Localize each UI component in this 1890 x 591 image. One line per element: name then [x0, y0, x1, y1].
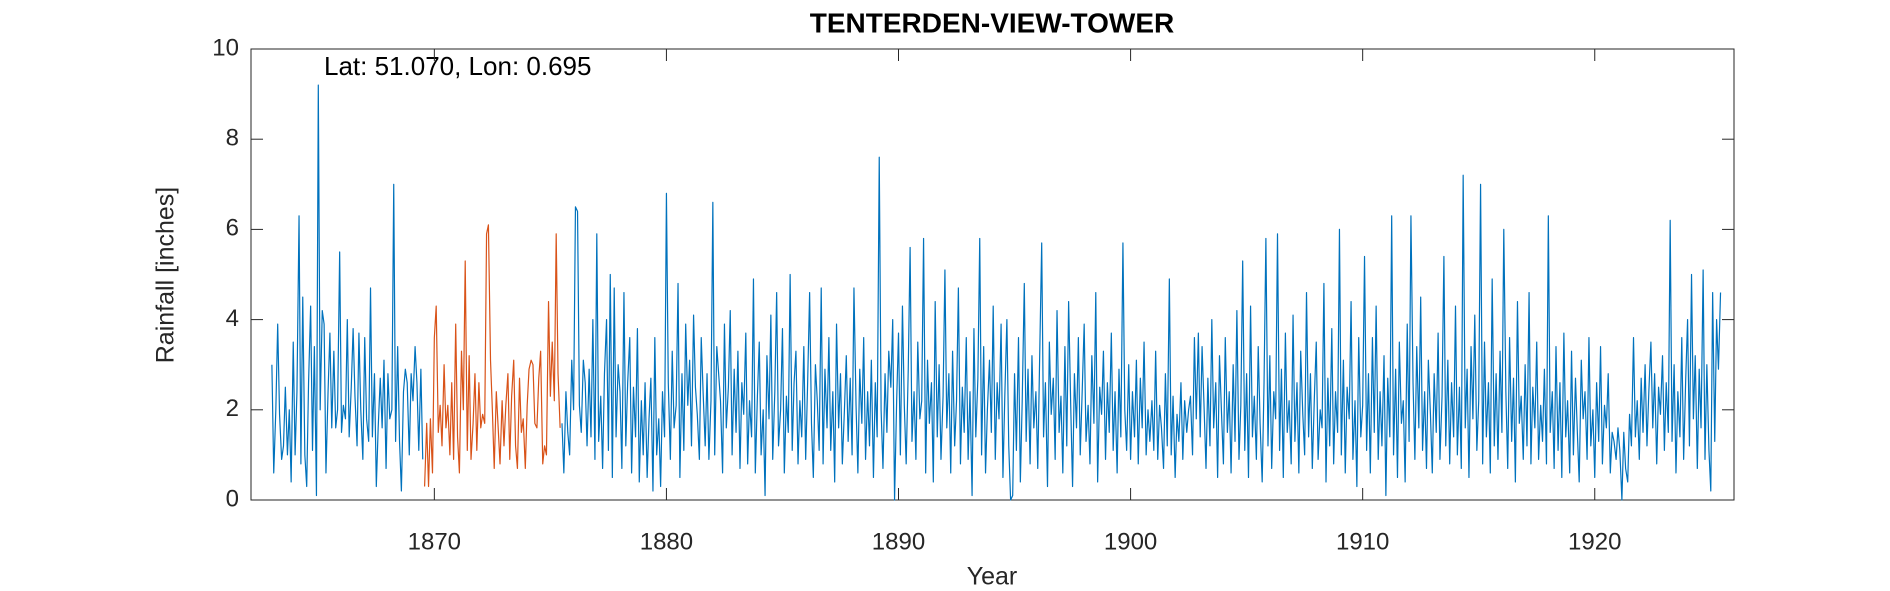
y-tick-label: 10 — [212, 34, 239, 61]
y-tick-label: 4 — [226, 305, 239, 332]
x-tick-label: 1890 — [872, 528, 925, 555]
y-tick-label: 6 — [226, 215, 239, 242]
y-tick-label: 0 — [226, 485, 239, 512]
axes-box — [250, 48, 1735, 501]
y-tick-label: 8 — [226, 125, 239, 152]
data-line — [271, 84, 424, 497]
x-tick-label: 1900 — [1104, 528, 1157, 555]
chart-title: TENTERDEN-VIEW-TOWER — [810, 7, 1174, 38]
x-tick-label: 1910 — [1336, 528, 1389, 555]
annotation: Lat: 51.070, Lon: 0.695 — [324, 51, 591, 81]
x-tick-label: 1920 — [1568, 528, 1621, 555]
plot-area — [271, 84, 1722, 501]
x-axis-label: Year — [967, 563, 1018, 591]
x-tick-label: 1880 — [640, 528, 693, 555]
data-line — [424, 224, 561, 488]
x-tick-label: 1870 — [408, 528, 461, 555]
y-tick-label: 2 — [226, 395, 239, 422]
y-axis-label: Rainfall [inches] — [152, 187, 180, 363]
data-line — [561, 156, 1722, 501]
